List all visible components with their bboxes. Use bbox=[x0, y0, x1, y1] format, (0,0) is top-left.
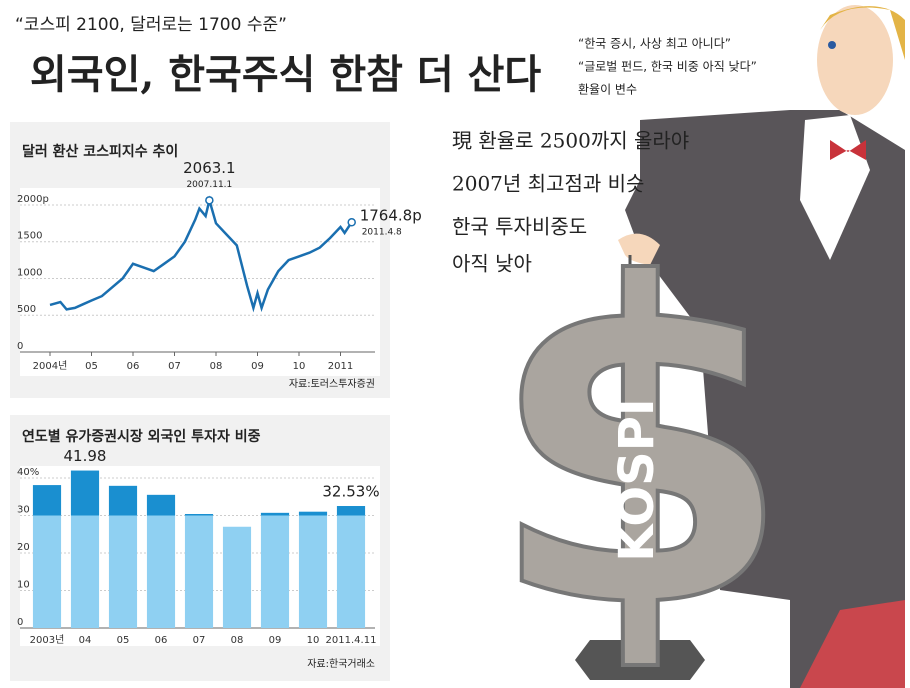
x-tick-label: 05 bbox=[117, 635, 130, 646]
bullet: “한국 증시, 사상 최고 아니다” bbox=[578, 37, 731, 51]
bar bbox=[146, 494, 176, 628]
trousers bbox=[800, 600, 905, 688]
y-tick-label: 30 bbox=[17, 505, 30, 516]
kicker: “코스피 2100, 달러로는 1700 수준” bbox=[15, 15, 287, 35]
bar-top bbox=[336, 506, 366, 516]
y-tick-label: 1500 bbox=[17, 231, 42, 242]
y-tick-label: 0 bbox=[17, 617, 23, 628]
value-label: 32.53% bbox=[322, 483, 379, 501]
x-tick-label: 04 bbox=[79, 635, 92, 646]
illustration: $ KOSPI bbox=[485, 5, 905, 688]
y-tick-label: 1000 bbox=[17, 267, 42, 278]
bar bbox=[184, 514, 214, 628]
source: 자료:토러스투자증권 bbox=[289, 378, 375, 390]
callout: 한국 투자비중도 bbox=[452, 215, 587, 239]
illustration-label: KOSPI bbox=[609, 398, 665, 561]
source: 자료:한국거래소 bbox=[307, 658, 375, 670]
bar-top bbox=[108, 485, 138, 516]
x-tick-label: 05 bbox=[85, 361, 98, 372]
x-tick-label: 06 bbox=[155, 635, 168, 646]
chart-title: 연도별 유가증권시장 외국인 투자자 비중 bbox=[22, 428, 261, 445]
bullet: “글로벌 펀드, 한국 비중 아직 낮다” bbox=[578, 60, 757, 74]
dollar-sign: $ bbox=[487, 192, 793, 688]
annotation: 2007.11.1 bbox=[186, 180, 232, 190]
x-tick-label: 08 bbox=[231, 635, 244, 646]
y-tick-label: 10 bbox=[17, 580, 30, 591]
bowtie bbox=[830, 140, 866, 160]
x-tick-label: 07 bbox=[168, 361, 181, 372]
value-label: 1764.8p bbox=[360, 207, 422, 225]
headline: 외국인, 한국주식 한참 더 산다 bbox=[30, 51, 541, 98]
bar-top bbox=[32, 485, 62, 516]
callouts: 現 환율로 2500까지 올라야 2007년 최고점과 비슷 한국 투자비중도 … bbox=[452, 129, 689, 276]
x-tick-label: 09 bbox=[251, 361, 264, 372]
bullets: “한국 증시, 사상 최고 아니다” “글로벌 펀드, 한국 비중 아직 낮다”… bbox=[578, 37, 757, 97]
callout: 2007년 최고점과 비슷 bbox=[452, 172, 644, 196]
x-tick-label: 2011 bbox=[328, 361, 353, 372]
x-tick-label: 06 bbox=[127, 361, 140, 372]
x-tick-label: 2004년 bbox=[33, 360, 68, 372]
bar bbox=[260, 512, 290, 628]
bar-top bbox=[70, 470, 100, 516]
suit bbox=[625, 110, 905, 688]
x-tick-label: 07 bbox=[193, 635, 206, 646]
bullet: 환율이 변수 bbox=[578, 83, 637, 97]
bar bbox=[298, 511, 328, 628]
x-tick-label: 10 bbox=[293, 361, 306, 372]
y-tick-label: 20 bbox=[17, 542, 30, 553]
pedestal bbox=[575, 640, 705, 680]
point bbox=[347, 217, 356, 227]
x-tick-label: 09 bbox=[269, 635, 282, 646]
bar-top bbox=[146, 494, 176, 516]
head bbox=[817, 5, 893, 115]
line bbox=[49, 195, 353, 313]
x-tick-label: 08 bbox=[210, 361, 223, 372]
bar-top bbox=[260, 512, 290, 516]
y-tick-label: 40% bbox=[17, 467, 39, 478]
callout: 아직 낮아 bbox=[452, 252, 532, 276]
y-tick-label: 0 bbox=[17, 341, 23, 352]
x-tick-label: 2011.4.11 bbox=[326, 635, 377, 646]
x-tick-label: 10 bbox=[307, 635, 320, 646]
bar-top bbox=[184, 514, 214, 516]
annotation: 2011.4.8 bbox=[362, 228, 402, 238]
chart-title: 달러 환산 코스피지수 추이 bbox=[22, 143, 178, 160]
y-tick-label: 2000p bbox=[17, 194, 49, 205]
value-label: 2063.1 bbox=[183, 159, 236, 177]
bar-top bbox=[298, 511, 328, 516]
plot-bg bbox=[20, 188, 380, 376]
bar bbox=[336, 506, 366, 628]
value-label: 41.98 bbox=[64, 447, 107, 465]
y-tick-label: 500 bbox=[17, 304, 36, 315]
bar bbox=[222, 526, 252, 628]
point bbox=[205, 196, 214, 205]
x-tick-label: 2003년 bbox=[30, 634, 65, 646]
callout: 現 환율로 2500까지 올라야 bbox=[452, 129, 689, 153]
eye bbox=[828, 41, 836, 49]
